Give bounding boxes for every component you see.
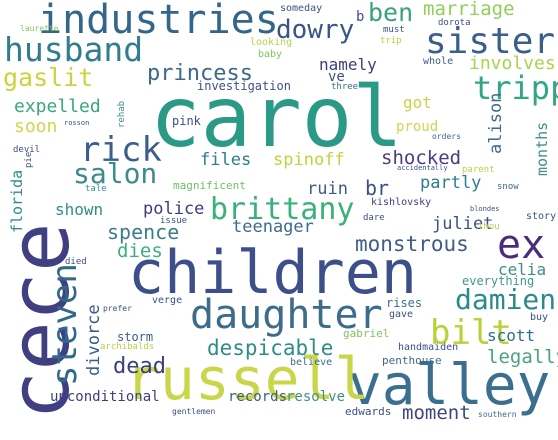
word-tale: tale xyxy=(85,184,107,194)
word-tripp: tripp xyxy=(473,69,558,107)
word-pie: pie xyxy=(24,151,34,168)
word-dies: dies xyxy=(117,240,163,262)
word-rosson: rosson xyxy=(64,119,90,127)
word-police: police xyxy=(143,199,205,219)
word-gentlemen: gentlemen xyxy=(172,407,216,416)
word-shocked: shocked xyxy=(381,147,462,169)
word-shown: shown xyxy=(55,200,104,219)
word-gave: gave xyxy=(389,309,414,320)
word-monstrous: monstrous xyxy=(355,232,469,256)
word-everything: everything xyxy=(462,274,535,288)
word-industries: industries xyxy=(38,0,279,43)
word-florida: florida xyxy=(8,169,26,233)
word-steven: steven xyxy=(45,263,85,386)
word-snow: snow xyxy=(497,182,519,192)
word-carol: carol xyxy=(150,68,403,166)
word-files: files xyxy=(200,150,252,170)
word-ben: ben xyxy=(368,0,414,27)
word-issue: issue xyxy=(160,216,188,226)
word-thou: thou xyxy=(478,222,500,232)
word-got: got xyxy=(403,93,432,112)
word-despicable: despicable xyxy=(207,336,334,360)
word-br: br xyxy=(365,176,390,200)
word-dorota: dorota xyxy=(438,18,471,28)
word-b: b xyxy=(356,9,365,25)
word-rises: rises xyxy=(386,296,423,310)
word-rehab: rehab xyxy=(117,100,127,128)
word-husband: husband xyxy=(4,30,144,69)
word-partly: partly xyxy=(420,173,482,193)
word-died: died xyxy=(65,257,87,267)
word-proud: proud xyxy=(396,119,439,135)
word-dare: dare xyxy=(363,213,385,223)
word-soon: soon xyxy=(14,116,58,137)
word-valley: valley xyxy=(348,353,551,418)
word-penthouse: penthouse xyxy=(382,354,442,367)
word-must: must xyxy=(383,25,405,35)
word-someday: someday xyxy=(280,3,323,14)
word-expelled: expelled xyxy=(14,96,101,117)
word-bilt: bilt xyxy=(430,313,512,353)
word-accidentally: accidentally xyxy=(397,164,448,172)
word-scott: scott xyxy=(487,326,536,345)
word-looking: looking xyxy=(250,37,293,48)
word-blondes: blondes xyxy=(470,205,500,213)
word-magnificent: magnificent xyxy=(173,179,246,192)
word-brittany: brittany xyxy=(210,192,355,227)
word-whole: whole xyxy=(423,56,454,67)
word-unconditional: unconditional xyxy=(50,389,160,405)
word-daughter: daughter xyxy=(190,292,383,338)
word-records: records xyxy=(228,389,288,405)
word-rick: rick xyxy=(80,130,162,170)
word-princess: princess xyxy=(147,61,253,86)
word-orders: orders xyxy=(432,132,461,141)
word-involves: involves xyxy=(469,53,556,74)
word-pink: pink xyxy=(172,114,201,128)
word-salon: salon xyxy=(73,157,158,190)
word-investigation: investigation xyxy=(197,79,291,93)
word-teenager: teenager xyxy=(232,217,314,237)
word-dead: dead xyxy=(113,354,166,379)
word-dowry: dowry xyxy=(276,15,355,45)
word-ve: ve xyxy=(328,69,345,85)
word-baby: baby xyxy=(258,49,283,60)
word-edwards: edwards xyxy=(345,405,392,418)
word-juliet: juliet xyxy=(432,214,494,234)
word-ex: ex xyxy=(497,222,546,268)
word-moment: moment xyxy=(402,402,471,424)
word-storm: storm xyxy=(117,330,154,344)
word-believe: believe xyxy=(290,357,333,368)
word-gabriel: gabriel xyxy=(343,327,390,340)
word-russell: russell xyxy=(125,345,370,413)
word-verge: verge xyxy=(152,295,183,306)
word-devil: devil xyxy=(13,145,41,155)
word-archibalds: archibalds xyxy=(100,342,155,352)
word-resolve: resolve xyxy=(286,389,346,405)
word-buy: buy xyxy=(530,312,549,323)
word-story: story xyxy=(526,211,557,222)
word-celia: celia xyxy=(498,260,547,279)
word-namely: namely xyxy=(319,55,377,74)
word-parent: parent xyxy=(462,165,495,175)
word-three: three xyxy=(331,82,359,92)
word-divorce: divorce xyxy=(84,304,104,376)
word-damien: damien xyxy=(455,283,557,316)
word-gaslit: gaslit xyxy=(3,63,94,92)
word-sister: sister xyxy=(425,21,556,62)
word-trip: trip xyxy=(380,36,402,46)
word-ruin: ruin xyxy=(307,179,348,199)
word-alison: alison xyxy=(486,92,506,154)
word-kishlovsky: kishlovsky xyxy=(371,197,432,208)
word-laurette: laurette xyxy=(20,24,59,33)
word-southern: southern xyxy=(478,410,517,419)
word-handmaiden: handmaiden xyxy=(398,342,459,353)
word-months: months xyxy=(533,121,551,176)
word-spinoff: spinoff xyxy=(273,150,345,170)
word-children: children xyxy=(128,238,417,308)
word-prefer: prefer xyxy=(103,304,132,313)
word-spence: spence xyxy=(107,220,180,244)
word-marriage: marriage xyxy=(423,0,515,20)
word-legally: legally xyxy=(487,346,558,368)
